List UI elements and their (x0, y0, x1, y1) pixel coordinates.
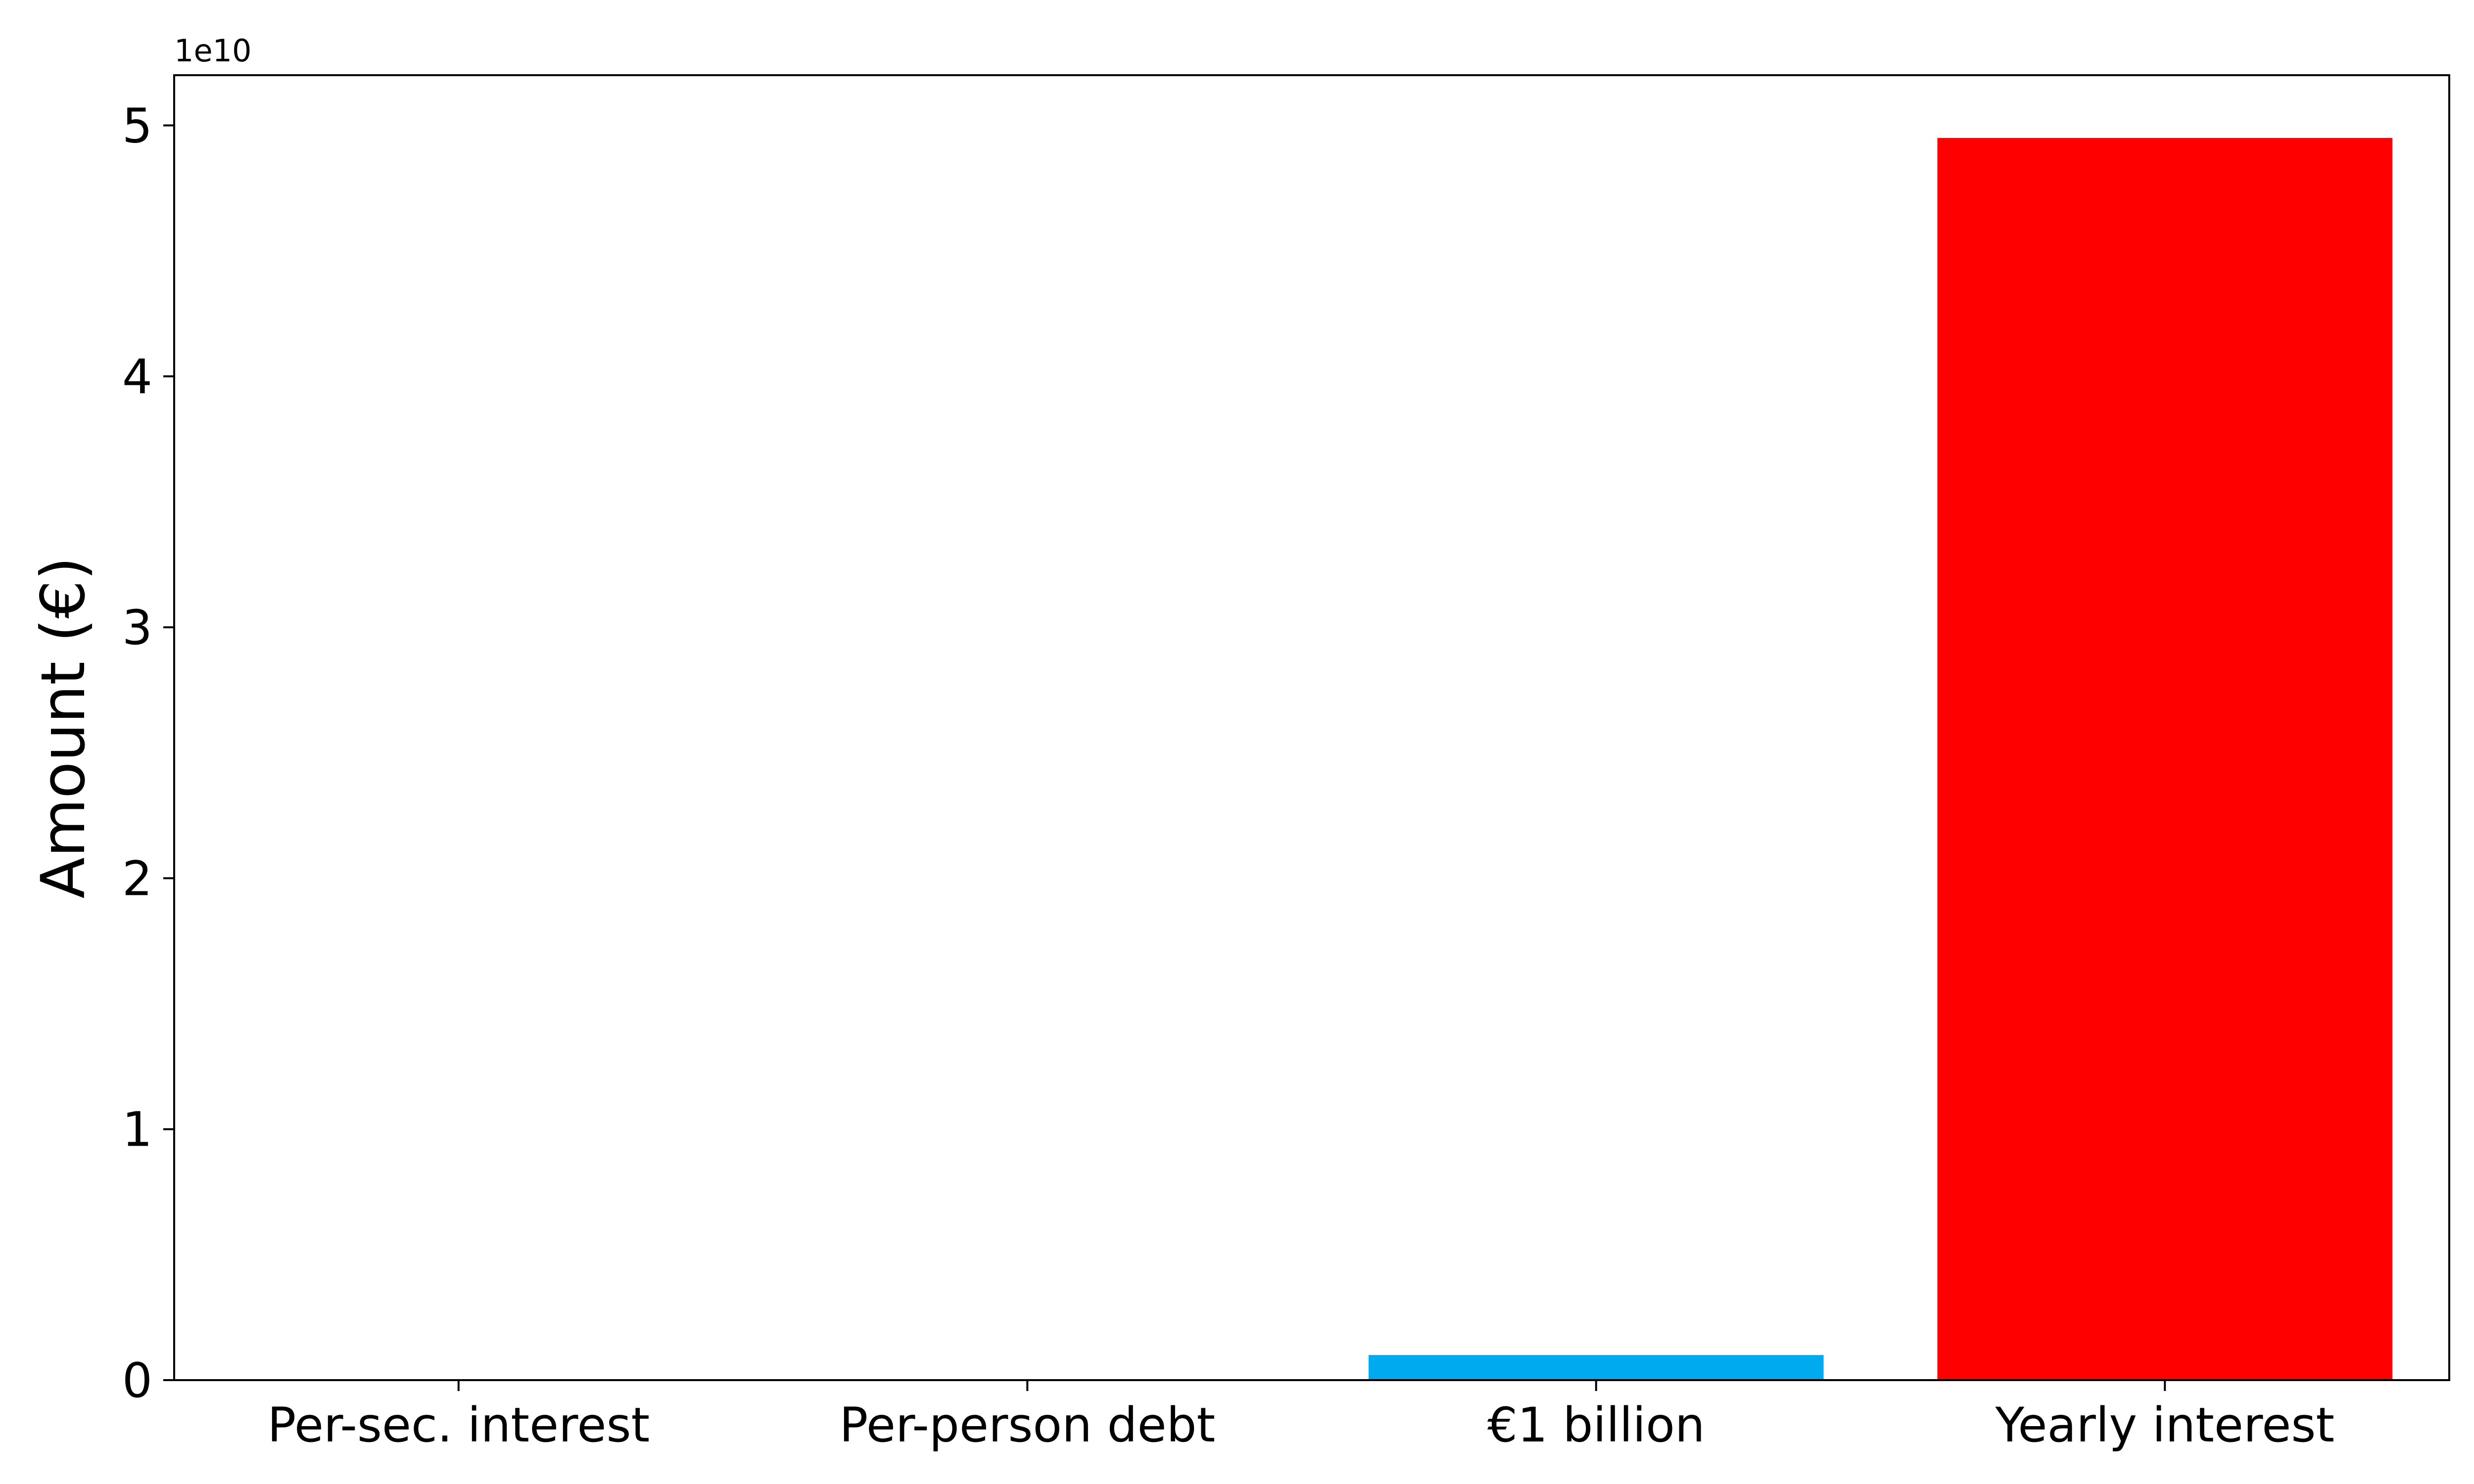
x-tick-label: Per-sec. interest (267, 1397, 650, 1453)
x-tick-label: Per-person debt (839, 1397, 1215, 1453)
y-tick-label: 4 (122, 349, 152, 405)
x-tick-label: €1 billion (1487, 1397, 1705, 1453)
y-axis-label: Amount (€) (28, 556, 98, 898)
bars-group (800, 138, 2393, 1381)
y-axis-offset-label: 1e10 (174, 33, 251, 69)
x-axis-ticks: Per-sec. interest Per-person debt €1 billi… (267, 1380, 2334, 1453)
axes-frame (173, 74, 2450, 1381)
y-tick-label: 2 (122, 851, 152, 906)
y-tick-label: 0 (122, 1353, 152, 1408)
bar-2 (1368, 1355, 1824, 1380)
bar-3 (1937, 138, 2393, 1381)
y-tick-label: 5 (122, 98, 152, 153)
y-tick-label: 3 (122, 600, 152, 655)
x-tick-label: Yearly interest (1995, 1397, 2334, 1453)
y-tick-label: 1 (122, 1102, 152, 1158)
y-axis-ticks: 0 1 2 3 4 5 (122, 98, 174, 1408)
